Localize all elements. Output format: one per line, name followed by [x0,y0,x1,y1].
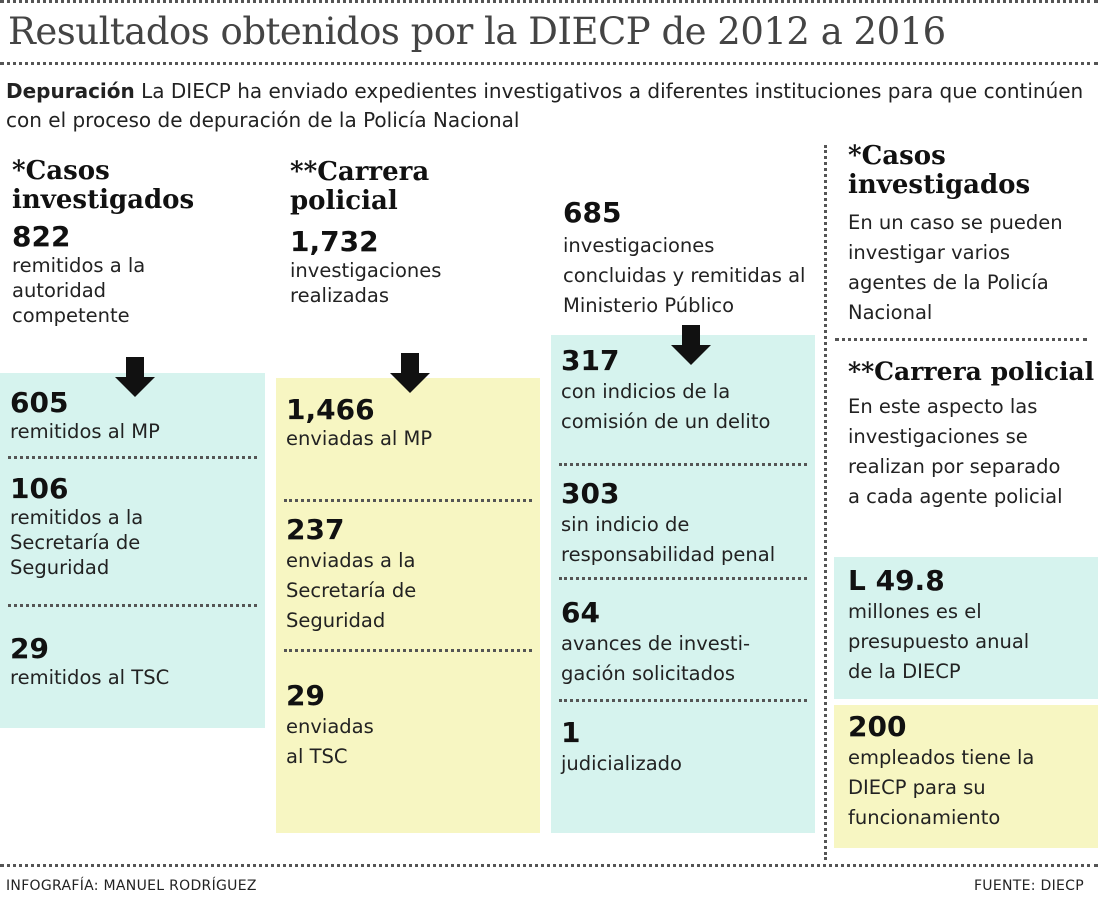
casos-header: *Casos investigados 822 remitidos a la a… [12,157,262,328]
ministerio-header: 685 investigaciones concluidas y remitid… [563,197,823,321]
carrera-heading: **Carrera policial [290,157,430,216]
divider [284,499,532,502]
ministerio-total-text: investigaciones concluidas y remitidas a… [563,234,806,317]
arrow-down-icon [671,325,711,365]
budget-text: millones es el presupuesto anual de la D… [848,600,1030,683]
stat-number: 1 [561,716,581,749]
arrow-down-icon [390,353,430,393]
stat-text: sin indicio de responsabilidad penal [561,513,776,566]
stat-text: judicializado [561,752,682,775]
footer-source: FUENTE: DIECP [973,878,1084,894]
stat-number: 106 [10,472,69,505]
title-divider [0,62,1098,65]
stat-text: con indicios de la comisión de un delito [561,380,771,433]
top-divider [0,0,1098,3]
carrera-total-text: investigaciones realizadas [290,259,442,307]
arrow-down-icon [115,357,155,397]
notes-carrera: **Carrera policial En este aspecto las i… [848,357,1098,512]
stat-text: avances de investi-gación solicitados [561,632,751,685]
stat-number: 237 [286,513,345,546]
stat-text: enviadas a la Secretaría de Seguridad [286,549,417,632]
divider [8,604,257,607]
budget-box: L 49.8 millones es el presupuesto anual d… [834,557,1098,699]
stat-number: 317 [561,344,620,377]
stat-number: 605 [10,386,69,419]
stat-text: remitidos a la Secretaría de Seguridad [10,506,144,579]
ministerio-box: 317 con indicios de la comisión de un del… [551,335,815,833]
budget-number: L 49.8 [848,564,945,597]
page-title: Resultados obtenidos por la DIECP de 201… [8,10,946,53]
casos-total-text: remitidos a la autoridad competente [12,254,146,327]
carrera-header: **Carrera policial 1,732 investigaciones… [290,158,530,308]
intro-body: La DIECP ha enviado expedientes investig… [6,79,1084,132]
intro-text: Depuración La DIECP ha enviado expedient… [6,77,1096,135]
stat-number: 29 [286,679,325,712]
notes-carrera-text: En este aspecto las investigaciones se r… [848,395,1063,508]
stat-number: 29 [10,632,49,665]
staff-text: empleados tiene la DIECP para su funcion… [848,746,1035,829]
staff-box: 200 empleados tiene la DIECP para su func… [834,705,1098,848]
stat-number: 303 [561,477,620,510]
notes-casos-heading: *Casos investigados [848,141,1031,200]
vertical-divider [824,145,827,860]
footer-credit: INFOGRAFÍA: MANUEL RODRÍGUEZ [6,878,257,894]
ministerio-total: 685 [563,196,622,229]
stat-text: enviadas al TSC [286,715,374,768]
stat-text: enviadas al MP [286,427,433,450]
divider [559,699,807,702]
stat-text: remitidos al MP [10,420,160,443]
divider [284,649,532,652]
carrera-box: 1,466 enviadas al MP 237 enviadas a la Sec… [276,378,540,833]
divider [559,577,807,580]
notes-casos: *Casos investigados En un caso se pueden… [848,142,1093,328]
divider [835,338,1087,341]
casos-box: 605 remitidos al MP 106 remitidos a la Sec… [0,373,265,728]
stat-text: remitidos al TSC [10,666,170,689]
divider [559,463,807,466]
casos-heading: *Casos investigados [12,156,195,215]
carrera-total: 1,732 [290,225,379,258]
notes-carrera-heading: **Carrera policial [848,357,1095,386]
footer-divider [0,864,1098,867]
casos-total: 822 [12,220,71,253]
intro-lead: Depuración [6,79,135,103]
stat-number: 64 [561,596,600,629]
staff-number: 200 [848,710,907,743]
divider [8,456,257,459]
notes-casos-text: En un caso se pueden investigar varios a… [848,211,1063,324]
stat-number: 1,466 [286,393,375,426]
